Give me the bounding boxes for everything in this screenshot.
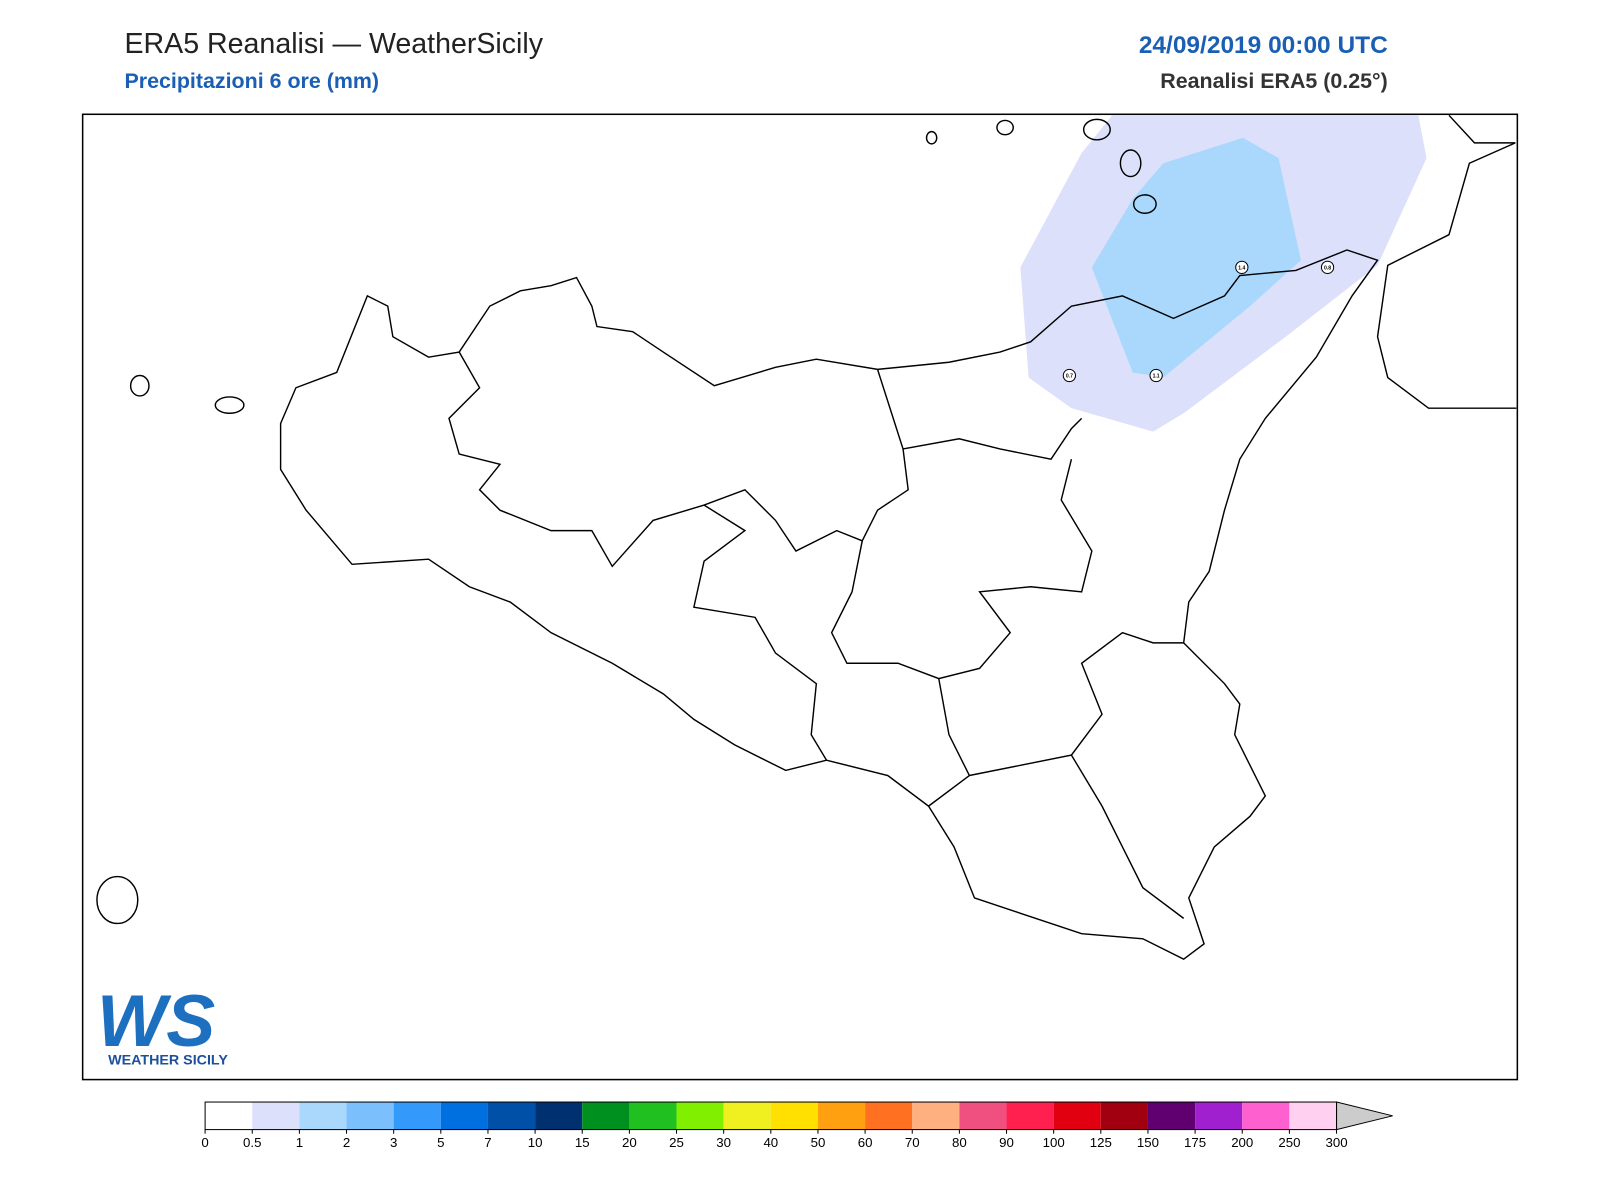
colorbar-bin [1006,1102,1054,1130]
colorbar-tick-label: 3 [390,1135,397,1150]
colorbar-bin [1195,1102,1243,1130]
colorbar-bin [393,1102,441,1130]
colorbar-bin [1100,1102,1148,1130]
colorbar-tick-label: 25 [669,1135,684,1150]
logo-name: WEATHER SICILY [108,1052,228,1068]
station-marker [1235,260,1249,274]
map: 0.7 1.1 1.4 0.8 WS WEATHER SICILY [81,113,1519,1081]
title: ERA5 Reanalisi — WeatherSicily [124,28,543,60]
colorbar-bin [676,1102,724,1130]
islands [96,118,1157,925]
colorbar-tick-label: 7 [484,1135,491,1150]
colorbar-bin [205,1102,253,1130]
subtitle: Precipitazioni 6 ore (mm) [124,69,379,93]
colorbar-bin [440,1102,488,1130]
colorbar-extend [1336,1101,1393,1131]
colorbar-tick-label: 100 [1043,1135,1065,1150]
colorbar-bin [959,1102,1007,1130]
colorbar-bin [1053,1102,1101,1130]
colorbar-tick-label: 15 [575,1135,590,1150]
colorbar-tick-label: 50 [811,1135,826,1150]
model: Reanalisi ERA5 (0.25°) [1160,69,1387,93]
station-marker [1149,368,1163,383]
colorbar-bin [770,1102,818,1130]
station-marker [1062,368,1077,383]
colorbar-tick-label: 150 [1137,1135,1159,1150]
logo: WS WEATHER SICILY [97,979,228,1068]
colorbar-bin [582,1102,630,1130]
station-label: 0.8 [1324,265,1331,271]
colorbar-tick-label: 70 [905,1135,920,1150]
colorbar-tick-label: 5 [437,1135,444,1150]
precip-area [1091,137,1302,378]
colorbar-tick-label: 30 [716,1135,731,1150]
colorbar-bin [487,1102,536,1130]
colorbar-bin [817,1102,866,1130]
colorbar-tick-label: 0 [201,1135,208,1150]
date: 24/09/2019 00:00 UTC [1139,32,1388,59]
colorbar-bin [299,1102,347,1130]
colorbar-bin [629,1102,677,1130]
colorbar-tick-label: 2 [343,1135,350,1150]
colorbar-bin [535,1102,583,1130]
station-label: 0.7 [1066,374,1073,380]
stations: 0.7 1.1 1.4 0.8 [1062,260,1335,383]
colorbar-tick-label: 90 [999,1135,1014,1150]
colorbar-tick-label: 250 [1278,1135,1300,1150]
colorbar-bin [1242,1102,1290,1130]
colorbar-tick-label: 40 [763,1135,778,1150]
province-borders [448,114,1517,919]
colorbar-bin [723,1102,771,1130]
colorbar-bin [1147,1102,1196,1130]
colorbar-tick-label: 0.5 [243,1135,261,1150]
colorbar-tick-label: 125 [1090,1135,1112,1150]
colorbar-bin [865,1102,913,1130]
colorbar-tick-label: 80 [952,1135,967,1150]
colorbar-tick-label: 200 [1231,1135,1253,1150]
colorbar-tick-label: 20 [622,1135,637,1150]
colorbar-bin [252,1102,300,1130]
station-label: 1.1 [1153,374,1160,380]
colorbar-tick-label: 60 [858,1135,873,1150]
colorbar-bin [912,1102,960,1130]
station-label: 1.4 [1238,265,1245,271]
colorbar-tick-label: 10 [528,1135,543,1150]
colorbar-tick-label: 175 [1184,1135,1206,1150]
colorbar-tick-label: 1 [296,1135,303,1150]
sicily-coast [279,249,1379,961]
colorbar-bin [346,1102,394,1130]
station-marker [1320,260,1335,274]
colorbar-tick-label: 300 [1325,1135,1347,1150]
colorbar-bin [1289,1102,1337,1130]
colorbar: 0 0.5 1 2 3 5 7 10 15 20 25 30 40 50 60 70 80 90 100 125 150… [201,1101,1393,1150]
logo-mark: WS [97,979,215,1062]
